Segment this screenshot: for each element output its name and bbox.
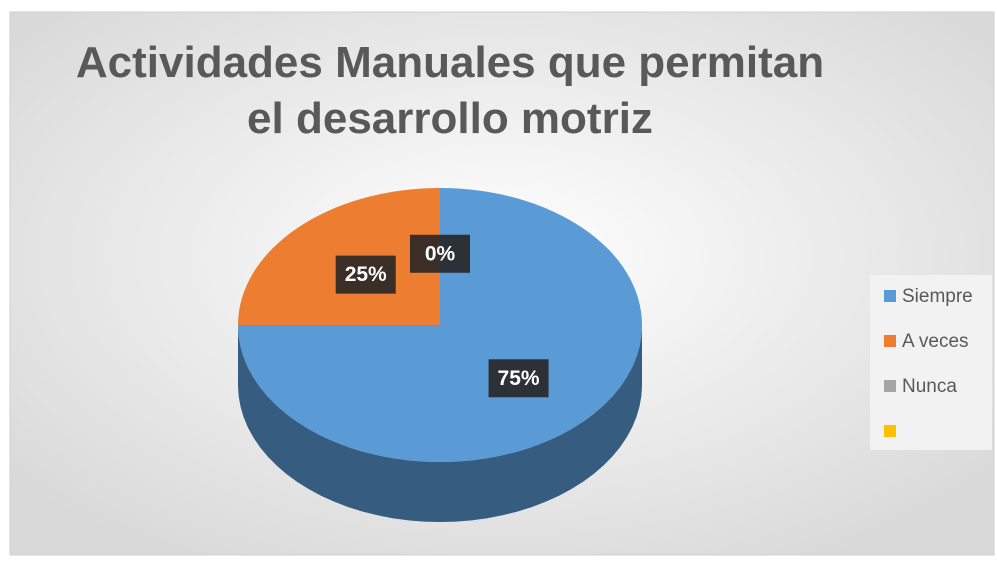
pie-side — [238, 325, 642, 522]
data-label: 0% — [425, 242, 456, 265]
data-label: 75% — [498, 367, 540, 390]
legend-box — [870, 275, 992, 450]
legend-swatch — [884, 425, 896, 437]
data-label: 25% — [345, 263, 387, 286]
title-box: Actividades Manuales que permitan el des… — [75, 38, 825, 143]
chart-title: Actividades Manuales que permitan el des… — [75, 38, 825, 143]
pie-side-shade — [238, 325, 642, 522]
data-label-box — [410, 234, 470, 273]
legend-label: Nunca — [902, 376, 957, 397]
legend-label: A veces — [902, 331, 969, 352]
legend-swatch — [884, 290, 896, 302]
data-label-box — [488, 359, 549, 398]
data-label-box — [335, 255, 396, 294]
legend-label: Siempre — [902, 286, 973, 307]
legend-swatch — [884, 380, 896, 392]
legend-swatch — [884, 335, 896, 347]
